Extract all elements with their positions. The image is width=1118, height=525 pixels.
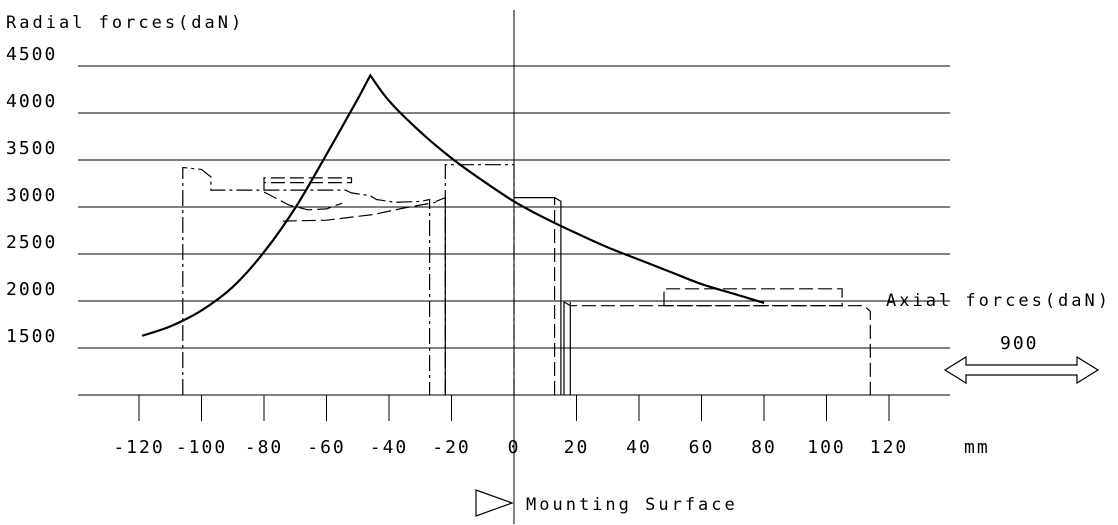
bearing-profiles xyxy=(183,165,871,395)
x-tick-label: -40 xyxy=(370,437,409,458)
x-ticks xyxy=(139,395,889,421)
x-tick-label: 60 xyxy=(689,437,715,458)
x-tick-label: 80 xyxy=(751,437,777,458)
y-tick-labels: 4500 4000 3500 3000 2500 2000 1500 xyxy=(6,44,57,347)
x-tick-label: -80 xyxy=(245,437,284,458)
profile-outline xyxy=(514,198,561,395)
profile-outline xyxy=(436,198,445,395)
x-tick-label: 120 xyxy=(870,437,909,458)
x-tick-label: 100 xyxy=(807,437,846,458)
x-tick-label: -60 xyxy=(307,437,346,458)
double-arrow-icon xyxy=(945,357,1098,383)
chart-title: Radial forces(daN) xyxy=(6,13,244,33)
profile-outline xyxy=(664,289,842,306)
y-tick-label: 1500 xyxy=(6,326,57,347)
y-tick-label: 4500 xyxy=(6,44,57,65)
y-tick-label: 3000 xyxy=(6,185,57,206)
x-tick-label: 40 xyxy=(626,437,652,458)
y-tick-label: 3500 xyxy=(6,138,57,159)
x-tick-label: -20 xyxy=(432,437,471,458)
x-tick-label: 20 xyxy=(564,437,590,458)
radial-force-curve xyxy=(142,75,764,335)
x-tick-label: 0 xyxy=(508,437,521,458)
profile-outline xyxy=(445,165,514,395)
x-axis-label: mm xyxy=(964,437,990,458)
x-tick-label: -100 xyxy=(176,437,227,458)
axial-forces-label: Axial forces(daN) xyxy=(886,291,1111,311)
profile-outline xyxy=(283,202,436,221)
y-tick-label: 4000 xyxy=(6,91,57,112)
axial-value-label: 900 xyxy=(1000,333,1039,354)
y-tick-label: 2000 xyxy=(6,279,57,300)
mounting-surface-label: Mounting Surface xyxy=(526,495,738,515)
x-tick-labels: -120 -100 -80 -60 -40 -20 0 20 40 60 80 100 120 xyxy=(113,437,908,458)
mounting-surface-triangle-icon xyxy=(476,490,512,516)
profile-outline xyxy=(183,168,430,396)
x-tick-label: -120 xyxy=(113,437,164,458)
y-tick-label: 2500 xyxy=(6,232,57,253)
